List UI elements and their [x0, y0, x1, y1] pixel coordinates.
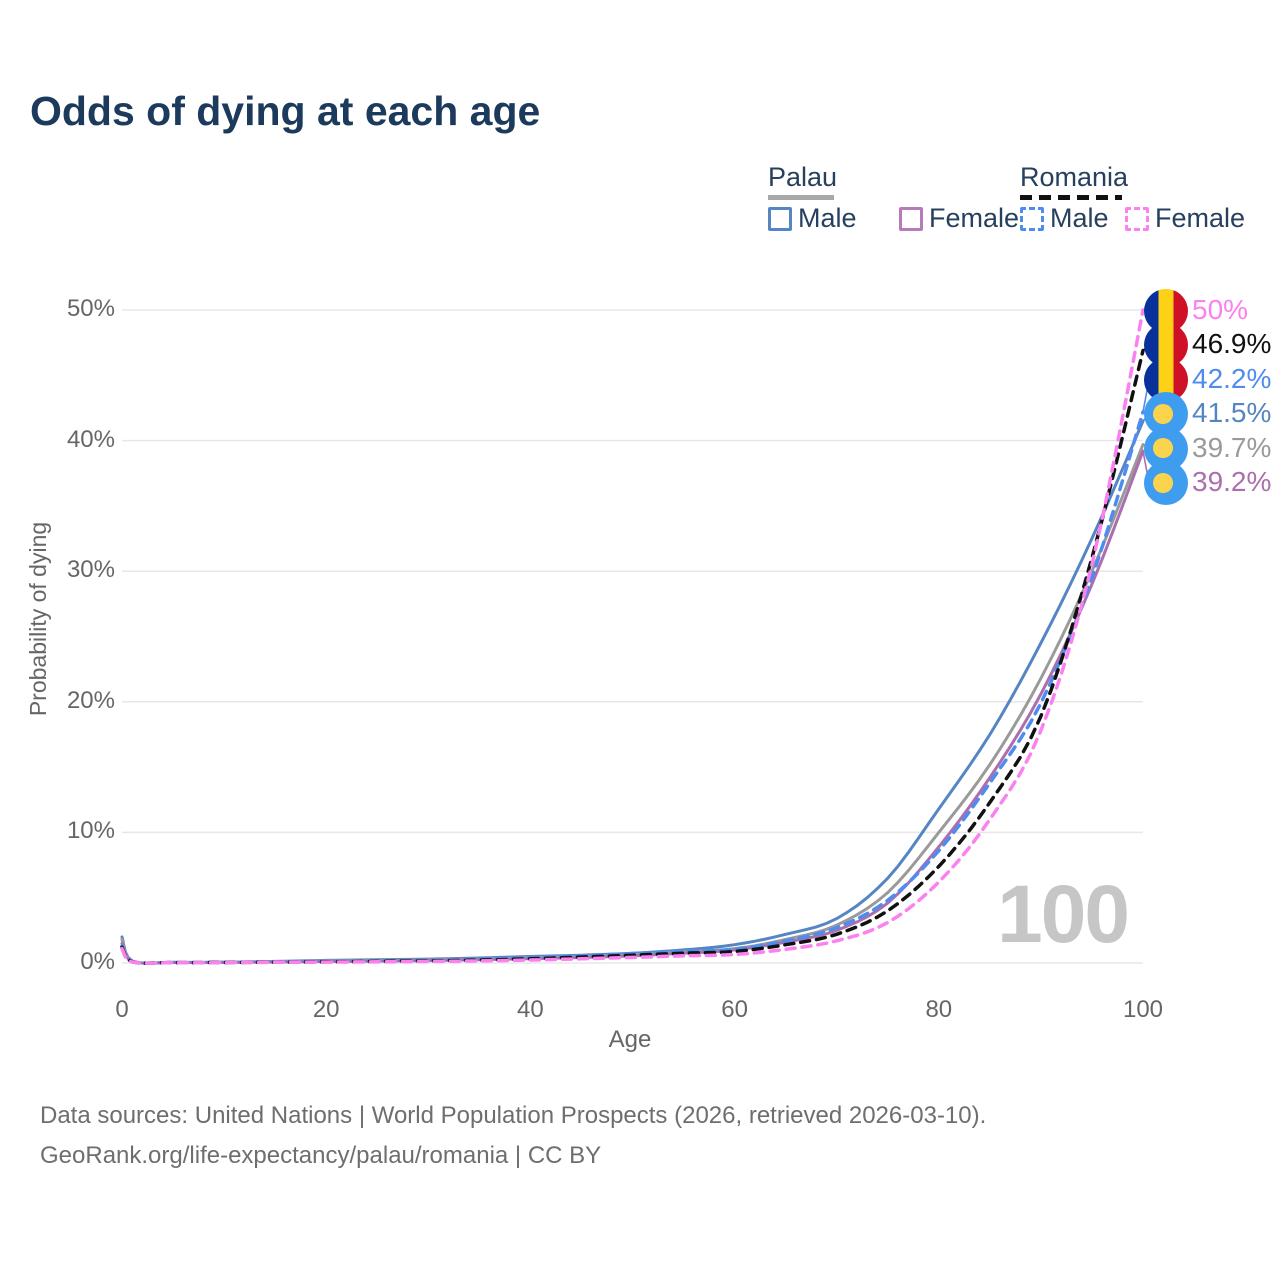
palau-flag-icon: [1144, 392, 1188, 437]
legend-item-romania-female[interactable]: Female: [1125, 203, 1245, 234]
legend-label-romania-male: Male: [1050, 203, 1109, 233]
footer-attribution: GeoRank.org/life-expectancy/palau/romani…: [40, 1142, 602, 1169]
legend-label-palau-male: Male: [798, 203, 857, 233]
legend-label-palau-female: Female: [929, 203, 1020, 233]
age-watermark: 100: [997, 869, 1130, 960]
legend-item-romania-male[interactable]: Male: [1020, 203, 1109, 234]
legend-swatch-palau-male: [768, 206, 792, 231]
end-value-palau-both-sexes: 39.7%: [1192, 431, 1272, 463]
legend-group-romania-title: Romania: [1020, 162, 1129, 192]
end-value-palau-male: 41.5%: [1192, 397, 1272, 429]
end-value-romania-both-sexes: 46.9%: [1192, 328, 1272, 360]
end-value-romania-male: 42.2%: [1192, 362, 1272, 394]
legend-palau-line-sample: [768, 195, 834, 200]
x-axis-title: Age: [608, 1026, 652, 1053]
legend-swatch-palau-female: [899, 206, 923, 231]
legend-item-palau-female[interactable]: Female: [899, 203, 1019, 234]
legend-item-palau-male[interactable]: Male: [768, 203, 857, 234]
legend-label-romania-female: Female: [1155, 203, 1246, 233]
page-title: Odds of dying at each age: [30, 88, 541, 134]
palau-flag-icon: [1144, 461, 1188, 505]
legend-swatch-romania-male: [1020, 206, 1044, 231]
legend-swatch-romania-female: [1125, 206, 1149, 231]
end-value-palau-female: 39.2%: [1192, 466, 1272, 497]
legend-group-palau-title: Palau: [768, 162, 838, 192]
end-value-romania-female: 50%: [1192, 294, 1249, 325]
series-line-romania-female: [120, 308, 1145, 965]
legend-romania-line-sample: [1020, 195, 1122, 200]
footer-data-sources: Data sources: United Nations | World Pop…: [40, 1102, 987, 1129]
